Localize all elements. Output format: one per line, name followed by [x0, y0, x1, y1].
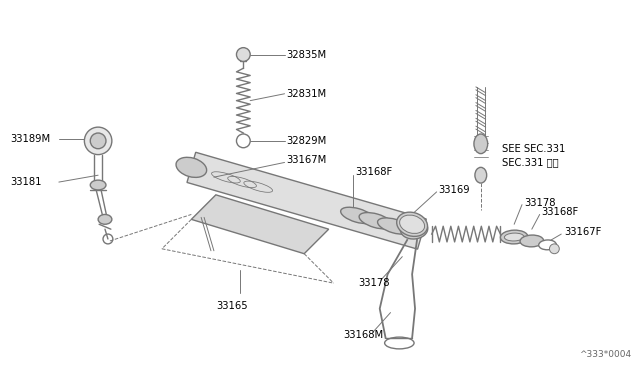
- Ellipse shape: [500, 230, 528, 244]
- Text: SEC.331 参照: SEC.331 参照: [502, 157, 559, 167]
- Ellipse shape: [539, 240, 556, 250]
- Ellipse shape: [90, 180, 106, 190]
- Text: 33168F: 33168F: [541, 208, 579, 218]
- Text: 32829M: 32829M: [287, 136, 327, 146]
- Text: 33178: 33178: [358, 278, 390, 288]
- Text: 33169: 33169: [438, 185, 470, 195]
- Text: 33165: 33165: [216, 301, 248, 311]
- Text: SEE SEC.331: SEE SEC.331: [502, 144, 566, 154]
- Text: 33168M: 33168M: [344, 330, 383, 340]
- Text: 33189M: 33189M: [10, 134, 50, 144]
- Ellipse shape: [378, 218, 411, 234]
- Ellipse shape: [520, 235, 543, 247]
- Polygon shape: [191, 195, 329, 254]
- Ellipse shape: [359, 212, 392, 229]
- Text: 33178: 33178: [524, 198, 556, 208]
- Ellipse shape: [176, 157, 207, 177]
- Ellipse shape: [340, 207, 374, 224]
- Ellipse shape: [475, 167, 486, 183]
- Ellipse shape: [474, 134, 488, 154]
- Text: ^333*0004: ^333*0004: [579, 350, 631, 359]
- Text: 33167F: 33167F: [564, 227, 602, 237]
- Polygon shape: [187, 152, 426, 249]
- Circle shape: [90, 133, 106, 149]
- Ellipse shape: [399, 215, 424, 234]
- Circle shape: [236, 134, 250, 148]
- Circle shape: [550, 244, 559, 254]
- Circle shape: [84, 127, 112, 155]
- Text: 32835M: 32835M: [287, 49, 326, 60]
- Ellipse shape: [401, 219, 428, 239]
- Circle shape: [236, 48, 250, 61]
- Text: 32831M: 32831M: [287, 89, 326, 99]
- Text: 33181: 33181: [10, 177, 42, 187]
- Ellipse shape: [98, 214, 112, 224]
- Ellipse shape: [397, 212, 428, 236]
- Ellipse shape: [504, 233, 524, 241]
- Text: 33168F: 33168F: [355, 167, 392, 177]
- Text: 33167M: 33167M: [287, 155, 327, 166]
